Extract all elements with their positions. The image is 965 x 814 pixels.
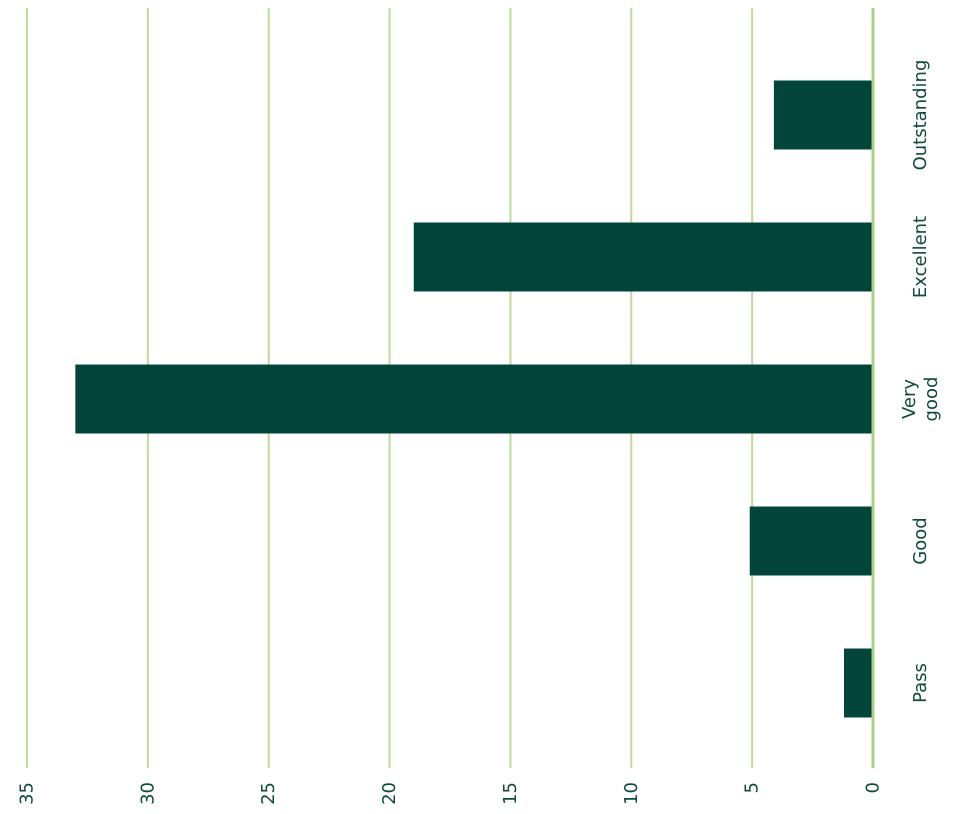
tick-label-10: 10	[621, 782, 642, 805]
category-label-good: Good	[910, 517, 931, 564]
tick-label-5: 5	[742, 782, 763, 793]
tick-label-0: 0	[863, 782, 884, 793]
category-label-excellent: Excellent	[910, 216, 931, 298]
bar-pass	[843, 648, 873, 718]
bar-outstanding	[773, 80, 873, 150]
bars	[75, 80, 874, 718]
bar-good	[749, 506, 873, 576]
tick-label-25: 25	[258, 782, 279, 805]
category-label-pass: Pass	[910, 663, 931, 703]
category-label-outstanding: Outstanding	[910, 60, 931, 171]
tick-label-15: 15	[500, 782, 521, 805]
bar-excellent	[413, 222, 873, 292]
category-labels: Outstanding Excellent Verygood Good Pass	[899, 60, 942, 703]
bar-very-good	[75, 364, 874, 434]
tick-labels: 0 5 10 15 20 25 30 35	[17, 782, 884, 805]
tick-label-20: 20	[379, 782, 400, 805]
tick-label-30: 30	[137, 782, 158, 805]
tick-label-35: 35	[17, 782, 38, 805]
category-label-very-good: Verygood	[899, 377, 942, 422]
